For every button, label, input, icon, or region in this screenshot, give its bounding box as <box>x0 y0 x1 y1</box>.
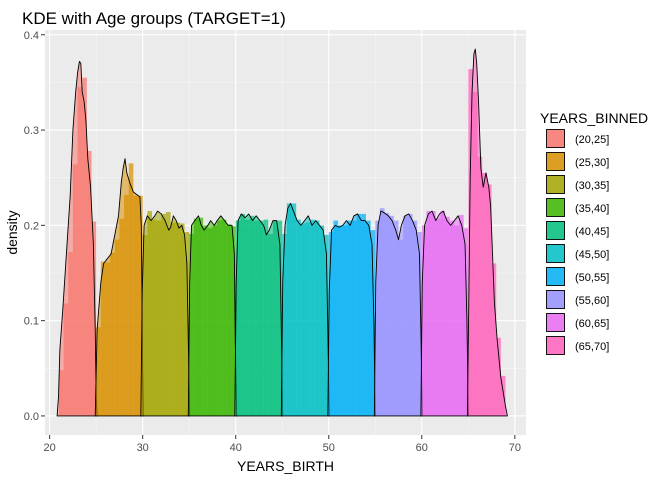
legend-swatch <box>546 336 565 355</box>
legend-label: (20,25] <box>575 134 609 146</box>
y-tick-label: 0.0 <box>24 411 39 423</box>
kde-curve <box>187 215 238 417</box>
legend-item: (65,70] <box>546 336 609 355</box>
legend-item: (35,40] <box>546 198 609 217</box>
y-tick-label: 0.1 <box>24 316 39 328</box>
y-tick-label: 0.3 <box>24 125 39 137</box>
legend-swatch <box>546 198 565 217</box>
chart-title: KDE with Age groups (TARGET=1) <box>22 9 286 28</box>
legend-item: (50,55] <box>546 267 609 286</box>
kde-curve <box>56 61 98 417</box>
legend: YEARS_BINNED (20,25] (25,30] (30,35] (35,40… <box>540 110 648 355</box>
legend-swatch <box>546 267 565 286</box>
legend-item: (20,25] <box>546 129 609 148</box>
legend-label: (35,40] <box>575 203 609 215</box>
legend-swatch <box>546 152 565 171</box>
legend-swatch <box>546 290 565 309</box>
x-tick-label: 20 <box>44 442 56 454</box>
legend-item: (55,60] <box>546 290 609 309</box>
legend-label: (25,30] <box>575 157 609 169</box>
legend-swatch <box>546 244 565 263</box>
kde-curve <box>234 213 284 417</box>
x-tick-label: 60 <box>416 442 428 454</box>
y-axis-title: density <box>4 210 20 254</box>
kde-curve <box>373 210 423 417</box>
axes: 20 30 40 50 60 70 0.0 0.1 0.2 0.3 0.4 <box>24 30 521 454</box>
x-tick-label: 70 <box>509 442 521 454</box>
legend-title: YEARS_BINNED <box>540 110 648 126</box>
legend-items: (20,25] (25,30] (30,35] (35,40] (40,45] (45,5… <box>546 129 609 355</box>
kde-curves <box>56 48 508 417</box>
legend-item: (45,50] <box>546 244 609 263</box>
kde-curve <box>140 210 191 417</box>
x-tick-label: 50 <box>323 442 335 454</box>
legend-label: (30,35] <box>575 180 609 192</box>
kde-curve <box>466 48 508 417</box>
legend-swatch <box>546 221 565 240</box>
legend-label: (45,50] <box>575 249 609 261</box>
y-tick-label: 0.2 <box>24 220 39 232</box>
y-tick-label: 0.4 <box>24 30 39 42</box>
legend-swatch <box>546 129 565 148</box>
legend-swatch <box>546 313 565 332</box>
legend-item: (25,30] <box>546 152 609 171</box>
kde-curve <box>94 158 144 417</box>
legend-label: (40,45] <box>575 226 609 238</box>
x-axis-title: YEARS_BIRTH <box>237 458 334 474</box>
legend-label: (50,55] <box>575 272 609 284</box>
kde-curve <box>420 210 469 417</box>
legend-label: (60,65] <box>575 318 609 330</box>
legend-swatch <box>546 175 565 194</box>
legend-item: (60,65] <box>546 313 609 332</box>
x-tick-label: 40 <box>230 442 242 454</box>
legend-label: (65,70] <box>575 341 609 353</box>
kde-curve <box>327 213 376 417</box>
legend-item: (40,45] <box>546 221 609 240</box>
legend-label: (55,60] <box>575 295 609 307</box>
x-tick-label: 30 <box>137 442 149 454</box>
kde-curve <box>280 202 330 417</box>
legend-item: (30,35] <box>546 175 609 194</box>
